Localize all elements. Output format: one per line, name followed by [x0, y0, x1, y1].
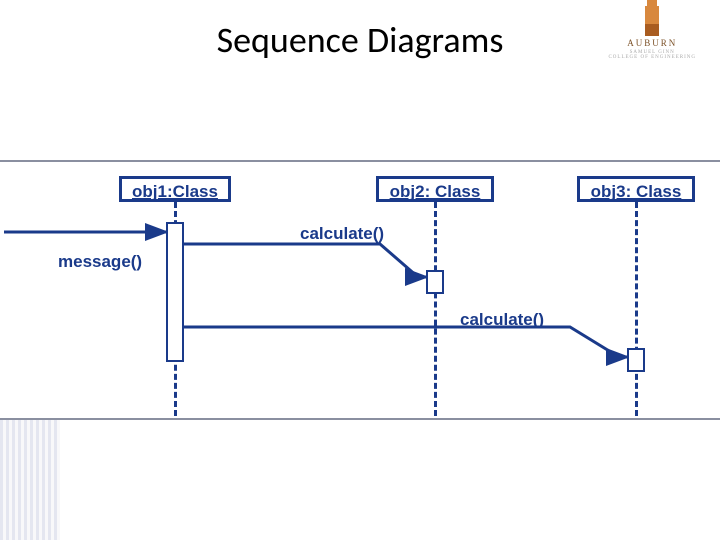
logo-tower-icon — [645, 6, 659, 36]
logo-brand: AUBURN — [608, 38, 696, 48]
activation-obj2 — [426, 270, 444, 294]
message-label-1: calculate() — [300, 224, 384, 244]
decorative-stripes — [0, 420, 60, 540]
activation-obj1 — [166, 222, 184, 362]
auburn-logo: AUBURN SAMUEL GINN COLLEGE OF ENGINEERIN… — [608, 6, 696, 60]
message-arrow-2 — [184, 327, 627, 357]
sequence-diagram: obj1:Class obj2: Class obj3: Class message(… — [0, 160, 720, 420]
lifeline-box-obj2: obj2: Class — [376, 176, 494, 202]
lifeline-box-obj3: obj3: Class — [577, 176, 695, 202]
message-arrow-1 — [184, 244, 426, 277]
lifeline-dash-obj2 — [434, 202, 437, 416]
logo-subtext-2: COLLEGE OF ENGINEERING — [608, 55, 696, 60]
activation-obj3 — [627, 348, 645, 372]
lifeline-dash-obj3 — [635, 202, 638, 416]
message-label-2: calculate() — [460, 310, 544, 330]
lifeline-box-obj1: obj1:Class — [119, 176, 231, 202]
message-label-0: message() — [58, 252, 142, 272]
